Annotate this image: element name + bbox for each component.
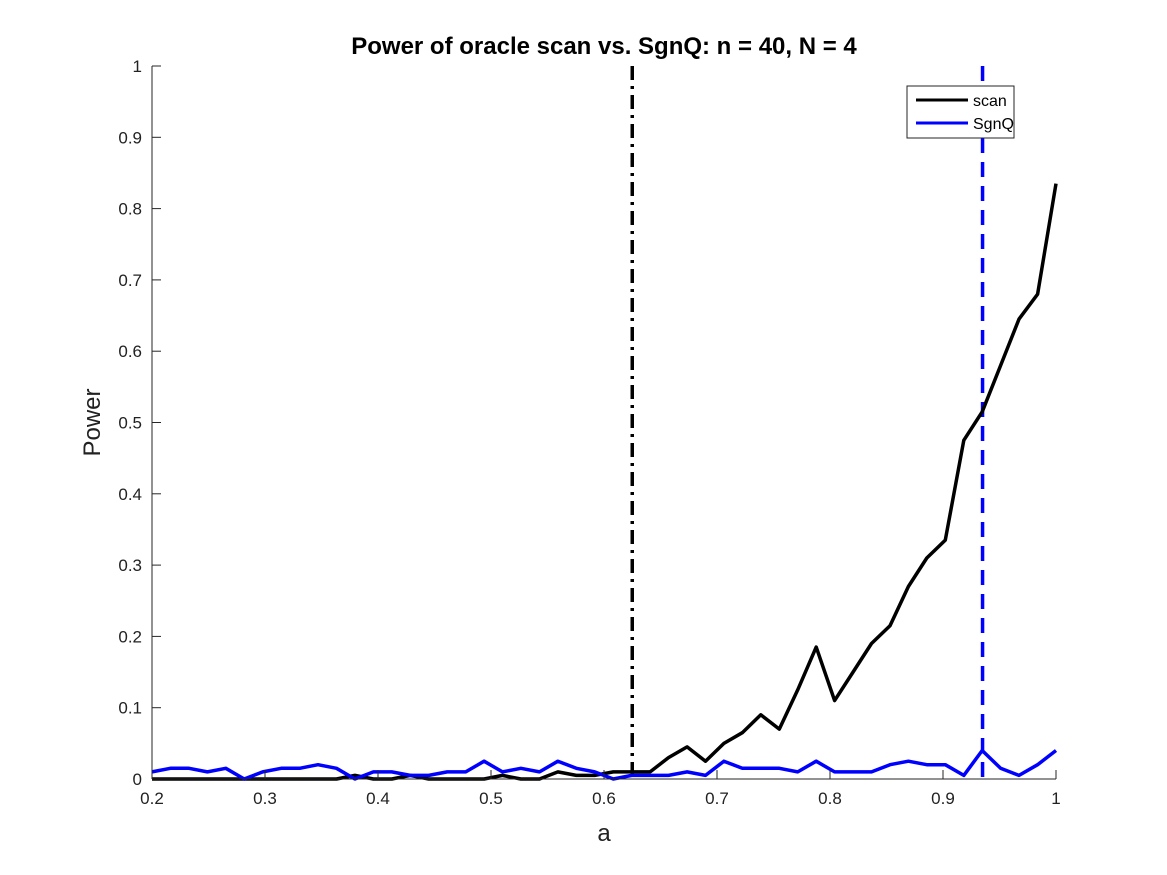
legend-label-sgnq: SgnQ bbox=[973, 116, 1014, 133]
reference-lines bbox=[630, 66, 985, 779]
y-ticks: 0 0.1 0.2 0.3 0.4 0.5 0.6 0.7 0.8 0.9 1 bbox=[118, 57, 161, 789]
y-tick-label: 0.8 bbox=[118, 200, 142, 219]
x-tick-label: 0.4 bbox=[366, 789, 390, 808]
y-tick-label: 0.9 bbox=[118, 128, 142, 147]
y-tick-label: 0.6 bbox=[118, 342, 142, 361]
x-tick-label: 0.7 bbox=[705, 789, 729, 808]
plot-area bbox=[152, 66, 1056, 779]
y-tick-label: 0.4 bbox=[118, 485, 142, 504]
y-tick-label: 0.7 bbox=[118, 271, 142, 290]
x-tick-label: 0.3 bbox=[253, 789, 277, 808]
y-axis-label: Power bbox=[79, 388, 106, 456]
chart-title: Power of oracle scan vs. SgnQ: n = 40, N… bbox=[351, 33, 857, 60]
y-tick-label: 0.2 bbox=[118, 627, 142, 646]
x-tick-label: 0.6 bbox=[592, 789, 616, 808]
x-tick-label: 0.8 bbox=[818, 789, 842, 808]
legend: scan SgnQ bbox=[906, 85, 1015, 139]
x-ticks: 0.2 0.3 0.4 0.5 0.6 0.7 0.8 0.9 1 bbox=[140, 770, 1061, 808]
legend-box bbox=[906, 85, 1015, 139]
x-tick-label: 1 bbox=[1051, 789, 1060, 808]
y-tick-label: 0 bbox=[133, 770, 142, 789]
y-tick-label: 0.3 bbox=[118, 556, 142, 575]
y-tick-label: 0.1 bbox=[118, 699, 142, 718]
x-tick-label: 0.5 bbox=[479, 789, 503, 808]
x-tick-label: 0.9 bbox=[931, 789, 955, 808]
y-tick-label: 0.5 bbox=[118, 414, 142, 433]
legend-label-scan: scan bbox=[973, 93, 1007, 110]
x-axis-label: a bbox=[597, 820, 611, 847]
x-tick-label: 0.2 bbox=[140, 789, 164, 808]
y-tick-label: 1 bbox=[133, 57, 142, 76]
